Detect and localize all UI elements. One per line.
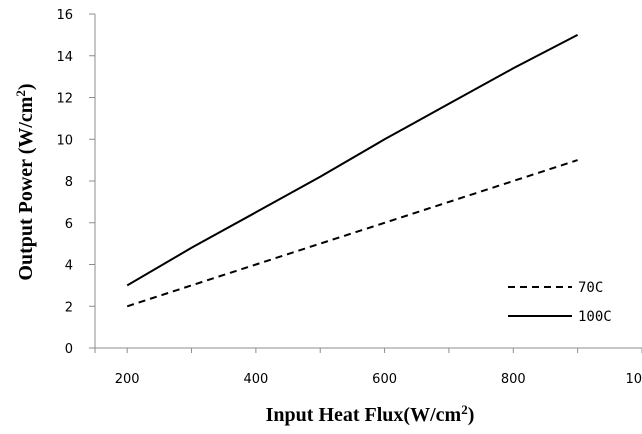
x-tick-label: 1000 — [625, 372, 642, 387]
series-layer — [126, 34, 579, 308]
x-axis-title: Input Heat Flux(W/cm2) — [266, 402, 475, 426]
x-tick-label: 600 — [372, 372, 397, 387]
legend: 70C 100C — [508, 280, 612, 325]
series-line-100C — [126, 34, 579, 287]
y-tick-label: 4 — [65, 259, 73, 274]
y-tick-label: 16 — [56, 8, 73, 23]
series-line-70C — [126, 159, 578, 308]
x-tick-label: 200 — [115, 372, 140, 387]
y-tick-label: 8 — [65, 175, 73, 190]
x-tick-label: 800 — [501, 372, 526, 387]
legend-label: 70C — [578, 280, 603, 296]
y-tick-label: 12 — [56, 92, 73, 107]
y-axis-title: Output Power (W/cm2) — [13, 83, 37, 280]
y-tick-label: 6 — [65, 217, 73, 232]
y-tick-label: 2 — [65, 300, 73, 315]
y-tick-label: 10 — [56, 133, 73, 148]
y-ticks: 0 2 4 6 8 10 12 14 16 — [56, 8, 95, 357]
plot-area: 0 2 4 6 8 10 12 14 16 200 400 600 800 1000 — [56, 8, 642, 387]
x-ticks: 200 400 600 800 1000 — [94, 348, 642, 387]
legend-label: 100C — [578, 309, 612, 325]
y-tick-label: 14 — [56, 50, 73, 65]
x-tick-label: 400 — [243, 372, 268, 387]
y-tick-label: 0 — [65, 342, 73, 357]
